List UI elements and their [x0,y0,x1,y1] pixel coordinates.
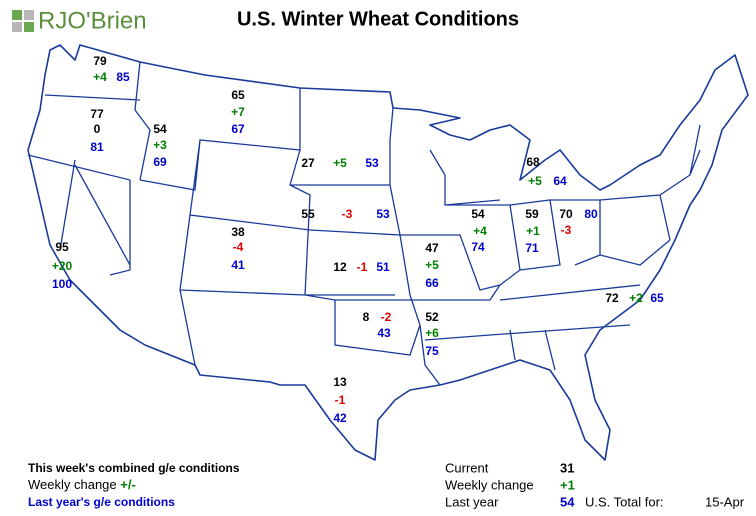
weekly-change: 0 [94,122,101,136]
current-condition: 54 [471,207,485,221]
last-year-condition: 69 [153,155,167,169]
summary-total-label: U.S. Total for: [585,494,664,509]
weekly-change: +20 [52,259,73,273]
title: U.S. Winter Wheat Conditions [237,8,519,30]
summary-label: Current [445,460,489,475]
weekly-change: +7 [231,105,245,119]
current-condition: 68 [526,155,540,169]
current-condition: 59 [525,207,539,221]
last-year-condition: 64 [553,174,567,188]
weekly-change: -3 [342,207,353,221]
weekly-change: +2 [629,291,643,305]
last-year-condition: 53 [365,156,379,170]
current-condition: 65 [231,88,245,102]
logo-mark [24,10,34,20]
last-year-condition: 80 [584,207,598,221]
legend-change: Weekly change +/- [28,477,136,492]
current-condition: 8 [363,310,370,324]
summary-current: 31 [560,460,574,475]
current-condition: 27 [301,156,315,170]
current-condition: 77 [90,107,104,121]
weekly-change: -3 [561,223,572,237]
legend-current: This week's combined g/e conditions [28,461,240,475]
summary-last-year: 54 [560,494,575,509]
last-year-condition: 85 [116,70,130,84]
us-map [27,44,749,461]
current-condition: 55 [301,207,315,221]
current-condition: 38 [231,225,245,239]
weekly-change: +5 [333,156,347,170]
weekly-change: +4 [473,224,487,238]
last-year-condition: 71 [525,241,539,255]
last-year-condition: 42 [333,411,347,425]
last-year-condition: 65 [650,291,664,305]
last-year-condition: 53 [376,207,390,221]
logo: RJO'Brien [38,7,147,34]
last-year-condition: 51 [376,260,390,274]
legend-change-label: Weekly change [28,477,120,492]
weekly-change: +5 [528,174,542,188]
last-year-condition: 43 [377,326,391,340]
weekly-change: +3 [153,138,167,152]
last-year-condition: 74 [471,240,485,254]
summary-change: +1 [560,477,575,492]
legend-change-symbol: +/- [120,477,136,492]
current-condition: 79 [93,54,107,68]
weekly-change: +4 [93,70,107,84]
last-year-condition: 41 [231,258,245,272]
weekly-change: -1 [357,260,368,274]
weekly-change: +1 [526,224,540,238]
current-condition: 52 [425,310,439,324]
legend-last-year: Last year's g/e conditions [28,495,175,509]
summary-date: 15-Apr [705,494,745,509]
current-condition: 54 [153,122,167,136]
summary-label: Last year [445,494,499,509]
last-year-condition: 81 [90,140,104,154]
last-year-condition: 66 [425,276,439,290]
current-condition: 12 [333,260,347,274]
logo-mark [24,22,34,32]
weekly-change: -2 [381,310,392,324]
summary-label: Weekly change [445,477,534,492]
last-year-condition: 100 [52,277,72,291]
current-condition: 95 [55,240,69,254]
current-condition: 13 [333,375,347,389]
weekly-change: +6 [425,326,439,340]
last-year-condition: 75 [425,344,439,358]
logo-mark [12,22,22,32]
current-condition: 72 [605,291,619,305]
weekly-change: +5 [425,258,439,272]
last-year-condition: 67 [231,122,245,136]
weekly-change: -4 [233,240,244,254]
logo-mark [12,10,22,20]
weekly-change: -1 [335,393,346,407]
current-condition: 47 [425,241,439,255]
current-condition: 70 [559,207,573,221]
